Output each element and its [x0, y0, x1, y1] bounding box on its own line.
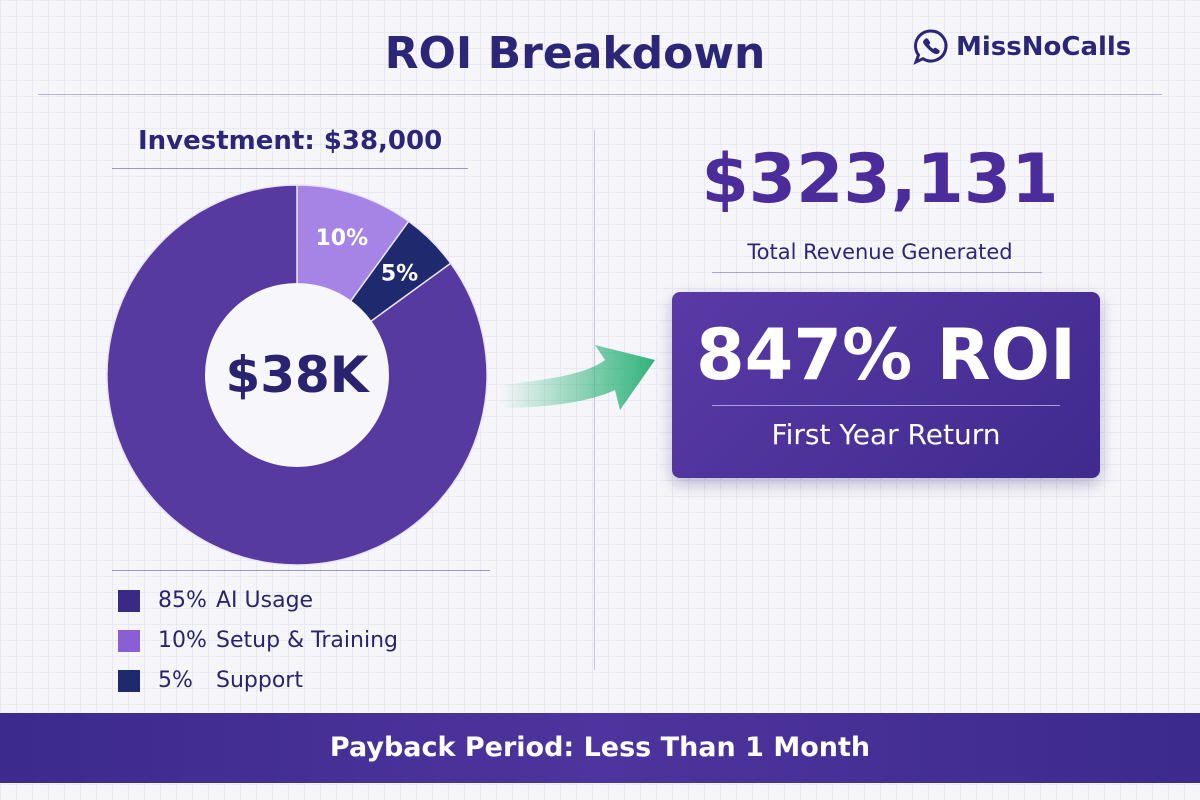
divider — [712, 272, 1042, 273]
slice-label: 5% — [381, 261, 418, 286]
center-label: $38K — [225, 346, 370, 404]
roi-card: 847% ROI First Year Return — [672, 292, 1100, 478]
page-title: ROI Breakdown — [384, 28, 766, 79]
legend-pct: 5% — [158, 668, 193, 693]
legend-item: 10% Setup & Training — [118, 628, 398, 653]
legend-pct: 10% — [158, 628, 207, 653]
legend-swatch — [118, 669, 140, 692]
logo: MissNoCalls — [912, 28, 1131, 66]
phone-chat-icon — [913, 29, 948, 65]
legend-label: Support — [216, 668, 303, 693]
legend-label: AI Usage — [216, 588, 314, 613]
divider-vertical — [594, 130, 595, 670]
investment-label: Investment: $38,000 — [138, 126, 443, 156]
legend-item: 85% AI Usage — [118, 588, 313, 613]
revenue-value: $323,131 — [701, 140, 1059, 219]
legend-swatch — [118, 629, 140, 652]
divider — [712, 405, 1060, 406]
roi-value: 847% ROI — [695, 314, 1077, 396]
slice-label: 10% — [315, 226, 368, 251]
donut-chart: 10% 5% $38K — [106, 184, 488, 566]
divider — [38, 94, 1162, 95]
donut-hole — [205, 283, 389, 467]
legend-swatch — [118, 589, 140, 612]
divider — [112, 168, 468, 169]
arrow-icon — [500, 345, 655, 410]
divider — [112, 570, 490, 571]
revenue-label: Total Revenue Generated — [747, 240, 1013, 264]
legend-label: Setup & Training — [216, 628, 398, 653]
payback-banner: Payback Period: Less Than 1 Month — [0, 713, 1200, 783]
legend-pct: 85% — [158, 588, 207, 613]
logo-text: MissNoCalls — [956, 32, 1132, 62]
legend-item: 5% Support — [118, 668, 303, 693]
roi-label: First Year Return — [771, 418, 1001, 451]
